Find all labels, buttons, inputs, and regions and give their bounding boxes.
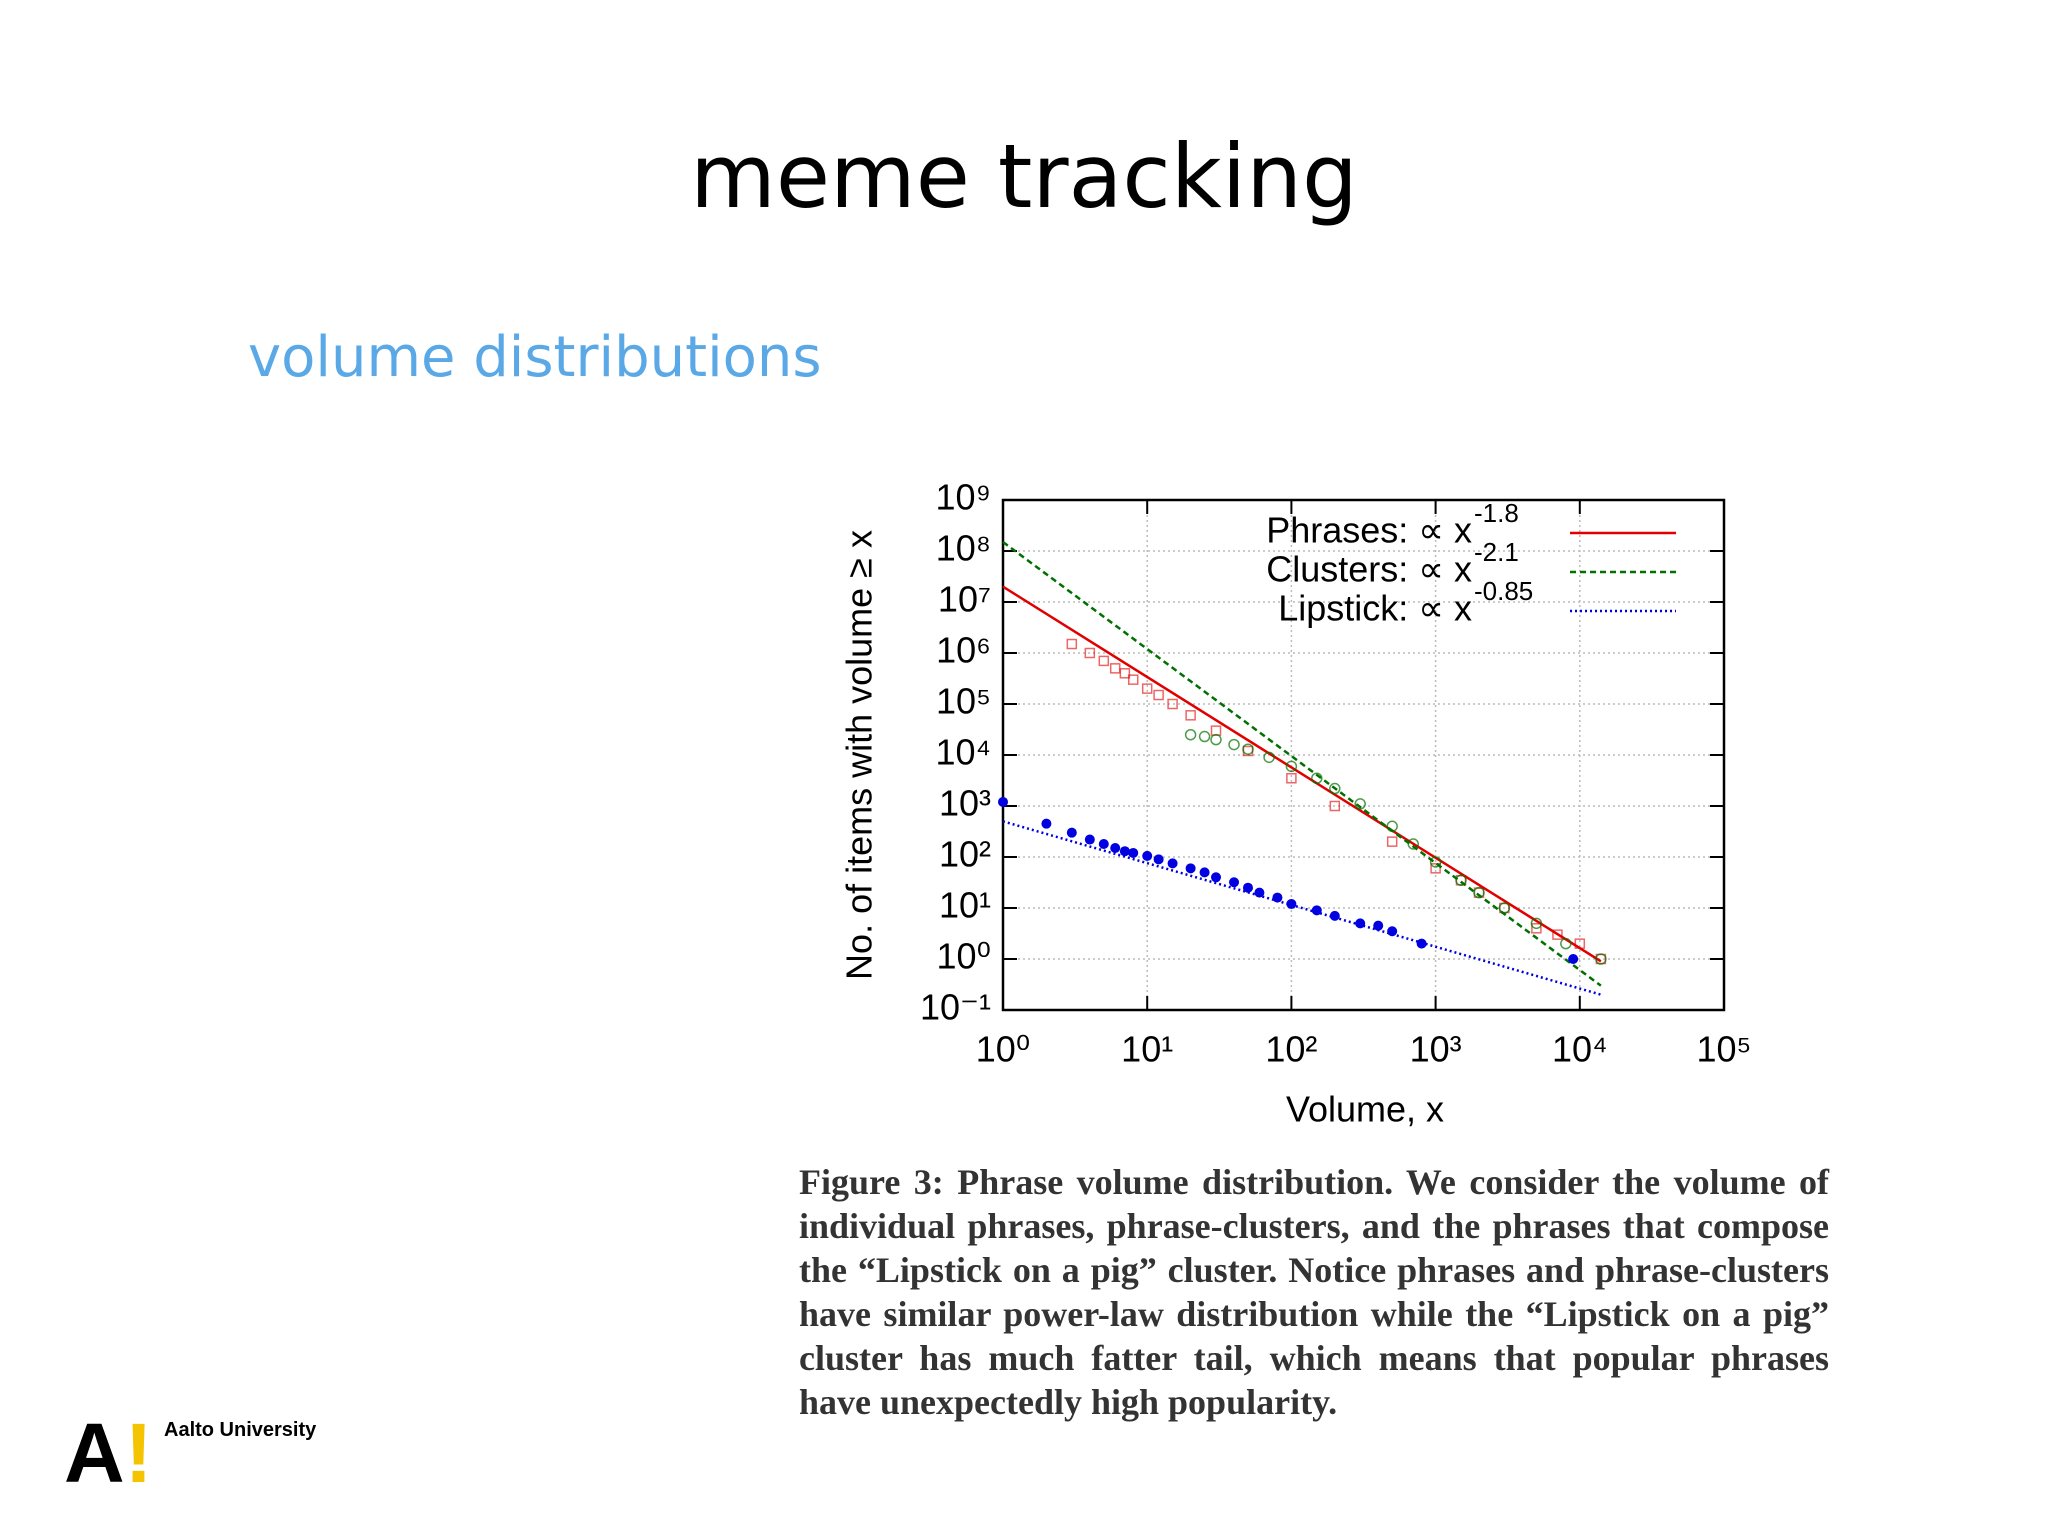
point (1210, 725, 1222, 736)
point (1595, 953, 1607, 965)
x-tick-label: 10¹ (1121, 1029, 1173, 1070)
point (1098, 838, 1109, 849)
point (1098, 655, 1110, 667)
y-tick-label: 10⁻¹ (920, 987, 991, 1028)
point (1455, 874, 1467, 887)
logo-mark: A (64, 1406, 125, 1500)
point (1198, 730, 1211, 743)
point (1210, 733, 1222, 746)
point (1041, 818, 1052, 829)
fit-line (1002, 820, 1602, 996)
point (1229, 877, 1240, 888)
logo-name: Aalto University (164, 1419, 317, 1441)
point (1128, 847, 1139, 858)
point (1185, 710, 1196, 721)
figure-caption: Figure 3: Phrase volume distribution. We… (799, 1162, 1829, 1422)
point (1127, 674, 1139, 685)
point (1109, 663, 1121, 674)
x-tick-label: 10⁴ (1552, 1029, 1608, 1070)
point (1084, 834, 1095, 845)
legend-label: Clusters: ∝ x (1266, 549, 1472, 590)
y-tick-label: 10⁴ (935, 732, 991, 773)
point (1329, 782, 1341, 795)
x-tick-label: 10³ (1410, 1029, 1462, 1070)
legend-label: Lipstick: ∝ x (1278, 588, 1472, 629)
point (998, 796, 1008, 807)
point (1066, 827, 1077, 838)
point (1531, 923, 1542, 934)
fit-line (1002, 585, 1602, 963)
point (1568, 954, 1579, 964)
point (1066, 638, 1078, 650)
slide-title: meme tracking (690, 125, 1358, 228)
point (1354, 798, 1366, 810)
y-tick-label: 10⁵ (936, 681, 991, 722)
y-tick-label: 10⁷ (938, 579, 991, 620)
legend-exponent: -0.85 (1474, 576, 1533, 606)
point (1311, 772, 1323, 785)
point (1560, 937, 1572, 950)
plot-frame (1001, 498, 1726, 1012)
point (1119, 668, 1131, 679)
point (1473, 886, 1485, 899)
point (1142, 850, 1153, 861)
point (1286, 898, 1297, 909)
point (1184, 728, 1197, 741)
y-tick-label: 10¹ (939, 885, 991, 926)
point (1242, 882, 1253, 893)
point (1242, 743, 1254, 755)
point (1386, 836, 1398, 847)
y-tick-label: 10⁹ (936, 477, 991, 518)
point (1286, 773, 1297, 784)
x-tick-label: 10⁰ (976, 1029, 1030, 1070)
point (1373, 920, 1384, 931)
legend-label: Phrases: ∝ x (1266, 510, 1472, 551)
x-tick-label: 10² (1265, 1029, 1317, 1070)
x-axis-label: Volume, x (1286, 1089, 1444, 1130)
point (1199, 867, 1210, 878)
point (1285, 760, 1298, 773)
y-tick-label: 10² (939, 834, 991, 875)
y-tick-label: 10⁸ (936, 528, 991, 569)
x-tick-label: 10⁵ (1697, 1029, 1752, 1070)
point (1211, 872, 1222, 883)
fit-line (1002, 541, 1602, 987)
point (1387, 926, 1398, 937)
point (1311, 905, 1322, 916)
slide-subtitle: volume distributions (248, 325, 822, 390)
point (1329, 800, 1341, 812)
logo-bang: ! (124, 1406, 153, 1500)
point (1167, 698, 1178, 710)
legend-exponent: -2.1 (1474, 537, 1519, 567)
legend-exponent: -1.8 (1474, 498, 1519, 528)
point (1228, 738, 1240, 751)
chart: Volume, x No. of items with volume ≥ x 1… (839, 477, 1752, 1130)
point (1530, 917, 1543, 930)
point (1153, 854, 1164, 865)
point (1263, 751, 1275, 764)
logo: A! Aalto University (64, 1405, 316, 1502)
point (1254, 887, 1265, 898)
point (1110, 843, 1121, 854)
point (1167, 858, 1178, 869)
y-tick-label: 10³ (939, 783, 991, 824)
y-tick-label: 10⁶ (936, 630, 991, 671)
point (1430, 863, 1441, 874)
point (1355, 918, 1366, 929)
point (1141, 683, 1153, 694)
point (1185, 863, 1196, 874)
point (1153, 689, 1164, 701)
y-tick-label: 10⁰ (937, 936, 991, 977)
point (1272, 892, 1283, 903)
point (1119, 846, 1130, 857)
point (1084, 647, 1096, 659)
point (1329, 910, 1340, 921)
point (1552, 929, 1563, 940)
y-axis-label: No. of items with volume ≥ x (839, 530, 880, 980)
point (1429, 856, 1442, 868)
